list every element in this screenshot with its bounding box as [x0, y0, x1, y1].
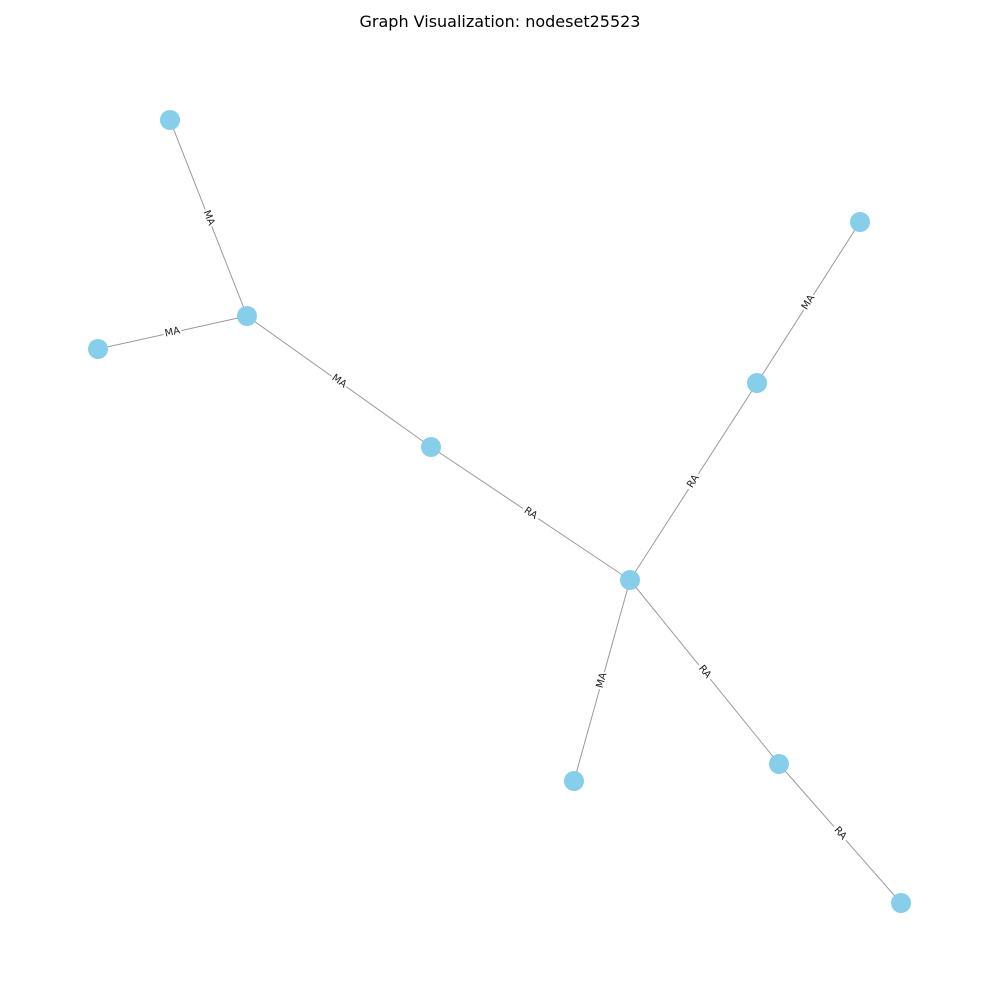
- edges-layer: [97, 119, 902, 904]
- edge-label-background: [683, 470, 704, 493]
- diagram-title: Graph Visualization: nodeset25523: [359, 12, 641, 31]
- node-n10: [891, 893, 911, 913]
- edge-label-background: [199, 207, 218, 229]
- edge-label-background: [519, 503, 542, 524]
- node-n1: [160, 110, 180, 130]
- node-n6: [747, 373, 767, 393]
- nodes-layer: [88, 110, 911, 913]
- edge-label-background: [829, 822, 851, 845]
- edge-label-background: [694, 661, 715, 683]
- edge-label-background: [593, 670, 611, 691]
- edge-label-background: [162, 324, 183, 341]
- node-n7: [850, 212, 870, 232]
- node-n3: [88, 339, 108, 359]
- edge-label: MA: [201, 209, 217, 228]
- node-n2: [237, 306, 257, 326]
- node-n5: [620, 570, 640, 590]
- edge-label-background: [328, 371, 350, 392]
- node-n4: [421, 437, 441, 457]
- node-n8: [564, 771, 584, 791]
- edge-label: MA: [595, 671, 610, 689]
- edge-label-background: [798, 291, 819, 314]
- node-n9: [769, 754, 789, 774]
- edge-label: MA: [330, 373, 349, 391]
- edge-label: MA: [164, 325, 182, 339]
